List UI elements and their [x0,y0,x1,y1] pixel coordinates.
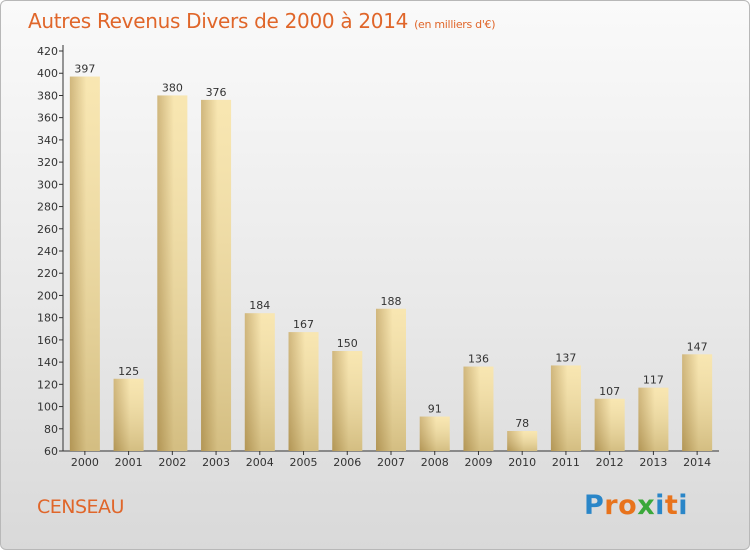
bar-shade [419,416,450,451]
y-tick-label: 220 [37,267,58,280]
bar-shade [201,99,232,451]
y-tick-label: 180 [37,312,58,325]
chart-title: Autres Revenus Divers de 2000 à 2014 (en … [28,9,496,33]
x-tick-label: 2010 [508,456,536,469]
logo-letter: i [655,490,665,521]
x-tick-label: 2013 [639,456,667,469]
location-label: CENSEAU [37,496,124,518]
x-tick-label: 2002 [158,456,186,469]
bar-value-label: 397 [74,63,95,76]
proxiti-logo: Proxiti [584,490,688,521]
bar-shade [376,308,406,451]
bar-shade [332,351,363,451]
y-tick-label: 260 [37,223,58,236]
x-tick-label: 2001 [115,456,143,469]
y-tick-label: 420 [37,45,58,58]
x-tick-label: 2011 [552,456,580,469]
x-tick-label: 2009 [464,456,492,469]
y-tick-label: 240 [37,245,58,258]
bar-value-label: 184 [249,299,270,312]
bar-shade [550,365,581,451]
bar-shade [463,366,494,451]
logo-letter: x [637,490,656,521]
bar-value-label: 380 [162,81,183,94]
y-tick-label: 100 [37,401,58,414]
logo-letter: i [678,490,689,521]
bar-value-label: 91 [428,403,442,416]
bar-value-label: 376 [206,86,227,99]
y-tick-label: 380 [37,89,58,102]
y-tick-label: 320 [37,156,58,169]
bar-value-label: 125 [118,365,139,378]
x-tick-label: 2004 [246,456,274,469]
bar-value-label: 117 [643,374,664,387]
y-tick-label: 60 [44,445,58,458]
bar-shade [113,378,144,451]
bar-value-label: 150 [337,337,358,350]
bar-shade [507,431,538,451]
y-tick-label: 300 [37,178,58,191]
chart-title-text: Autres Revenus Divers de 2000 à 2014 [28,9,409,33]
bar-value-label: 137 [555,351,576,364]
y-tick-label: 140 [37,356,58,369]
y-tick-label: 400 [37,67,58,80]
logo-letter: o [618,490,638,521]
logo-letter: r [604,490,619,521]
x-tick-label: 2014 [683,456,711,469]
bar-shade [288,332,319,451]
bar-shade [638,387,669,451]
logo-letter: P [584,490,605,521]
y-tick-label: 120 [37,378,58,391]
bar-value-label: 78 [515,417,529,430]
x-tick-label: 2007 [377,456,405,469]
chart-unit-note: (en milliers d'€) [414,18,496,31]
bar-shade [244,313,275,451]
x-tick-label: 2000 [71,456,99,469]
y-tick-label: 280 [37,201,58,214]
bar-value-label: 188 [381,295,402,308]
bar-value-label: 136 [468,353,489,366]
x-tick-label: 2006 [333,456,361,469]
y-tick-label: 360 [37,112,58,125]
bar-value-label: 167 [293,318,314,331]
x-tick-label: 2005 [290,456,318,469]
x-tick-label: 2012 [596,456,624,469]
y-tick-label: 200 [37,289,58,302]
bar-value-label: 147 [687,340,708,353]
x-tick-label: 2008 [421,456,449,469]
bar-value-label: 107 [599,385,620,398]
y-tick-label: 80 [44,423,58,436]
logo-letter: t [664,490,679,521]
bar-shade [157,95,188,451]
bar-shade [594,398,625,451]
y-tick-label: 160 [37,334,58,347]
y-tick-label: 340 [37,134,58,147]
x-tick-label: 2003 [202,456,230,469]
bar-shade [69,76,100,452]
bar-shade [682,354,713,451]
